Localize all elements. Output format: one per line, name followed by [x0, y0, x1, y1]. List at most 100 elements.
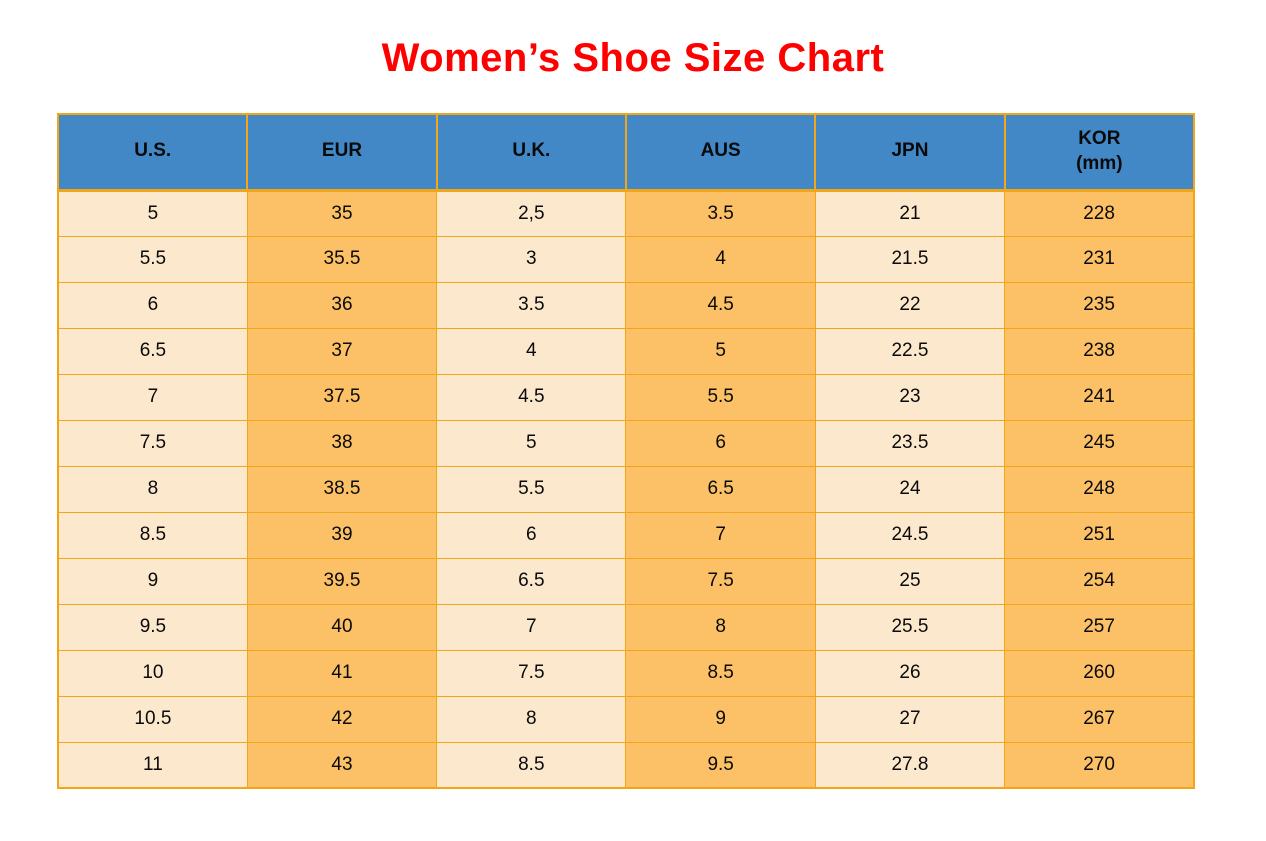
table-cell: 228	[1004, 189, 1195, 237]
table-cell: 251	[1004, 511, 1195, 559]
column-header-kor: KOR (mm)	[1003, 113, 1196, 192]
table-cell: 41	[246, 649, 438, 697]
table-cell: 257	[1004, 603, 1195, 651]
table-cell: 6.5	[625, 465, 816, 513]
table-row: 8.5 39 6 7 24.5 251	[57, 511, 1195, 559]
table-cell: 27	[814, 695, 1006, 743]
table-cell: 9.5	[57, 603, 248, 651]
table-cell: 37	[246, 327, 438, 375]
table-cell: 21.5	[814, 235, 1006, 283]
column-header-eur: EUR	[246, 113, 438, 192]
table-cell: 38.5	[246, 465, 438, 513]
column-header-uk: U.K.	[435, 113, 627, 192]
table-cell: 39.5	[246, 557, 438, 605]
table-cell: 38	[246, 419, 438, 467]
table-cell: 25.5	[814, 603, 1006, 651]
table-cell: 27.8	[814, 741, 1006, 789]
table-cell: 23.5	[814, 419, 1006, 467]
page-title: Women’s Shoe Size Chart	[381, 36, 885, 80]
table-row: 9.5 40 7 8 25.5 257	[57, 603, 1195, 651]
table-cell: 4	[625, 235, 816, 283]
table-cell: 245	[1004, 419, 1195, 467]
table-cell: 8	[436, 695, 627, 743]
column-header-sublabel: (mm)	[1076, 152, 1123, 174]
table-cell: 37.5	[246, 373, 438, 421]
table-cell: 5	[625, 327, 816, 375]
table-cell: 10.5	[57, 695, 248, 743]
table-cell: 4	[436, 327, 627, 375]
column-header-label: U.S.	[134, 140, 172, 162]
table-cell: 7	[625, 511, 816, 559]
table-cell: 235	[1004, 281, 1195, 329]
table-cell: 6	[57, 281, 248, 329]
table-cell: 254	[1004, 557, 1195, 605]
column-header-us: U.S.	[56, 113, 249, 192]
table-cell: 5	[57, 189, 248, 237]
column-header-label: KOR	[1078, 128, 1121, 150]
column-header-jpn: JPN	[814, 113, 1006, 192]
table-cell: 39	[246, 511, 438, 559]
table-cell: 3.5	[436, 281, 627, 329]
size-chart-table: U.S. EUR U.K. AUS JPN KOR (mm) 5 35 2,5 3.5 21 228 5…	[56, 113, 1196, 789]
table-cell: 7	[436, 603, 627, 651]
table-row: 10 41 7.5 8.5 26 260	[57, 649, 1195, 697]
table-cell: 5.5	[57, 235, 248, 283]
column-header-label: U.K.	[512, 140, 551, 162]
table-cell: 9	[57, 557, 248, 605]
table-cell: 8	[57, 465, 248, 513]
column-header-label: JPN	[891, 140, 929, 162]
table-cell: 7.5	[57, 419, 248, 467]
table-row: 6.5 37 4 5 22.5 238	[57, 327, 1195, 375]
table-cell: 238	[1004, 327, 1195, 375]
table-cell: 7.5	[436, 649, 627, 697]
table-row: 9 39.5 6.5 7.5 25 254	[57, 557, 1195, 605]
table-cell: 11	[57, 741, 248, 789]
table-cell: 4.5	[625, 281, 816, 329]
table-cell: 22	[814, 281, 1006, 329]
table-cell: 6	[436, 511, 627, 559]
table-cell: 5.5	[436, 465, 627, 513]
table-cell: 267	[1004, 695, 1195, 743]
table-cell: 24.5	[814, 511, 1006, 559]
table-cell: 22.5	[814, 327, 1006, 375]
table-cell: 260	[1004, 649, 1195, 697]
table-cell: 3	[436, 235, 627, 283]
table-cell: 43	[246, 741, 438, 789]
table-row: 7 37.5 4.5 5.5 23 241	[57, 373, 1195, 421]
table-body: 5 35 2,5 3.5 21 228 5.5 35.5 3 4 21.5 231 6 36 3.5 4.5 2…	[57, 189, 1195, 789]
table-cell: 4.5	[436, 373, 627, 421]
table-header: U.S. EUR U.K. AUS JPN KOR (mm)	[56, 113, 1196, 192]
table-row: 10.5 42 8 9 27 267	[57, 695, 1195, 743]
table-row: 8 38.5 5.5 6.5 24 248	[57, 465, 1195, 513]
table-cell: 248	[1004, 465, 1195, 513]
table-row: 5.5 35.5 3 4 21.5 231	[57, 235, 1195, 283]
table-cell: 5.5	[625, 373, 816, 421]
table-cell: 231	[1004, 235, 1195, 283]
table-cell: 26	[814, 649, 1006, 697]
table-cell: 35.5	[246, 235, 438, 283]
table-cell: 23	[814, 373, 1006, 421]
table-row: 7.5 38 5 6 23.5 245	[57, 419, 1195, 467]
table-row: 6 36 3.5 4.5 22 235	[57, 281, 1195, 329]
table-cell: 3.5	[625, 189, 816, 237]
table-cell: 25	[814, 557, 1006, 605]
table-row: 11 43 8.5 9.5 27.8 270	[57, 741, 1195, 789]
column-header-label: EUR	[321, 140, 363, 162]
header-row: U.S. EUR U.K. AUS JPN KOR (mm)	[56, 113, 1196, 192]
table-cell: 2,5	[436, 189, 627, 237]
table-cell: 8.5	[57, 511, 248, 559]
column-header-label: AUS	[700, 140, 741, 162]
table-cell: 7.5	[625, 557, 816, 605]
table-cell: 241	[1004, 373, 1195, 421]
table-cell: 6.5	[436, 557, 627, 605]
table-cell: 8.5	[436, 741, 627, 789]
table-cell: 6.5	[57, 327, 248, 375]
table-cell: 42	[246, 695, 438, 743]
table-cell: 21	[814, 189, 1006, 237]
table-cell: 10	[57, 649, 248, 697]
table-cell: 6	[625, 419, 816, 467]
table-cell: 8.5	[625, 649, 816, 697]
table-cell: 9.5	[625, 741, 816, 789]
table-row: 5 35 2,5 3.5 21 228	[57, 189, 1195, 237]
table-cell: 35	[246, 189, 438, 237]
